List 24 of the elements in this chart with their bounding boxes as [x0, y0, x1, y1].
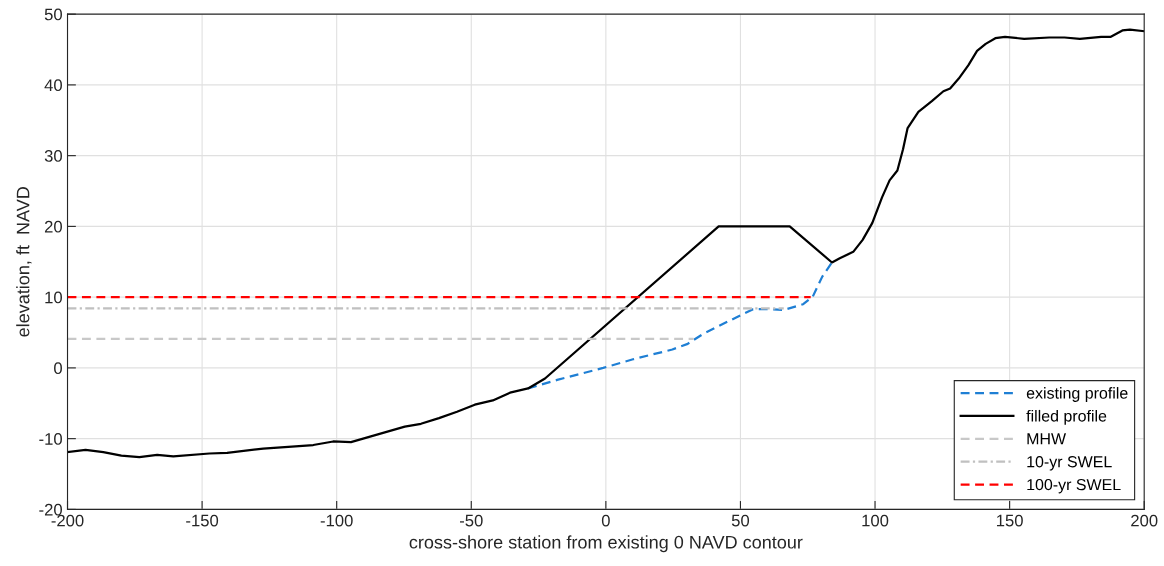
legend-label: 10-yr SWEL — [1027, 456, 1112, 471]
y-tick-label: 40 — [44, 79, 62, 92]
x-tick-label: 50 — [731, 514, 750, 527]
legend-label: filled profile — [1026, 409, 1107, 425]
y-tick-label: -20 — [39, 503, 62, 516]
x-tick-label: -200 — [51, 514, 84, 527]
x-tick-label: -100 — [320, 514, 353, 527]
y-tick-label: 0 — [54, 362, 62, 375]
x-tick-label: -150 — [186, 514, 219, 527]
y-tick-label: 10 — [45, 291, 62, 304]
x-tick-label: 0 — [601, 514, 610, 527]
x-tick-label: 100 — [862, 514, 889, 527]
y-tick-label: 20 — [44, 220, 62, 233]
x-tick-label: 150 — [996, 514, 1023, 527]
y-tick-label: -10 — [39, 433, 62, 445]
legend-label: 100-yr SWEL — [1027, 478, 1121, 494]
legend-label: MHW — [1027, 433, 1067, 445]
x-tick-label: 200 — [1131, 514, 1158, 527]
y-axis-title: elevation, ft NAVD — [16, 187, 32, 337]
y-tick-label: 50 — [44, 8, 62, 21]
legend-label: existing profile — [1026, 387, 1128, 402]
y-tick-label: 30 — [44, 150, 62, 162]
x-tick-label: -50 — [459, 514, 483, 527]
x-axis-title: cross-shore station from existing 0 NAVD contour — [409, 535, 803, 553]
